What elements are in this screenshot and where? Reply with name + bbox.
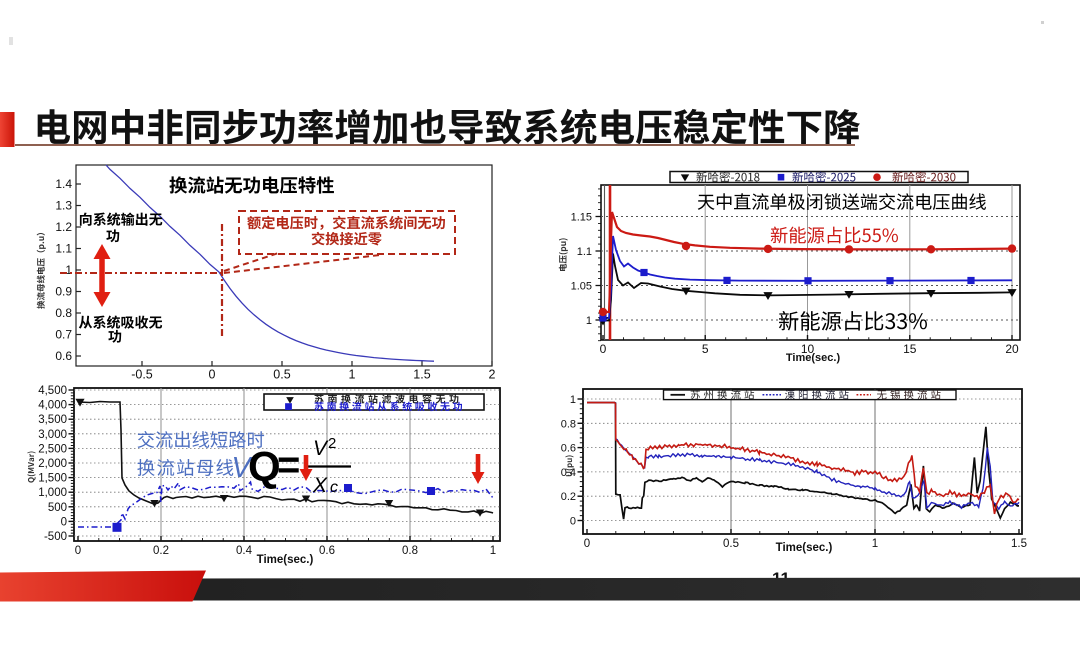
svg-text:1: 1: [586, 315, 592, 327]
svg-text:3,000: 3,000: [38, 429, 67, 441]
svg-text:10: 10: [801, 342, 815, 356]
svg-text:0.2: 0.2: [153, 545, 169, 557]
svg-text:-500: -500: [44, 531, 67, 543]
svg-text:0.6: 0.6: [55, 349, 72, 363]
svg-text:1.5: 1.5: [413, 368, 430, 382]
svg-text:0.8: 0.8: [561, 418, 576, 430]
svg-text:4,500: 4,500: [38, 385, 67, 397]
svg-text:500: 500: [48, 502, 67, 514]
svg-text:1: 1: [490, 545, 496, 557]
svg-text:1: 1: [349, 368, 356, 382]
svg-text:-0.5: -0.5: [131, 368, 153, 382]
svg-text:1.4: 1.4: [55, 177, 72, 191]
svg-text:V: V: [232, 452, 254, 484]
svg-text:0.6: 0.6: [319, 545, 335, 557]
svg-text:20: 20: [1005, 342, 1019, 356]
svg-text:X: X: [312, 474, 328, 497]
svg-text:2,500: 2,500: [38, 443, 67, 455]
svg-text:c: c: [330, 479, 338, 496]
svg-text:0.4: 0.4: [561, 467, 576, 479]
svg-text:2: 2: [328, 435, 336, 452]
svg-text:Q: Q: [248, 443, 281, 490]
svg-text:0.6: 0.6: [561, 443, 576, 455]
svg-text:0.5: 0.5: [723, 538, 739, 550]
svg-text:1.15: 1.15: [571, 212, 592, 224]
svg-text:0.8: 0.8: [55, 306, 72, 320]
svg-text:1,000: 1,000: [38, 487, 67, 499]
svg-text:0: 0: [570, 516, 576, 528]
svg-text:V: V: [313, 437, 329, 460]
svg-text:0: 0: [209, 368, 216, 382]
svg-text:1.1: 1.1: [577, 246, 592, 258]
svg-text:1.3: 1.3: [55, 199, 72, 213]
svg-text:4,000: 4,000: [38, 400, 67, 412]
svg-text:1,500: 1,500: [38, 473, 67, 485]
svg-text:1: 1: [570, 394, 576, 406]
svg-text:2,000: 2,000: [38, 458, 67, 470]
svg-text:15: 15: [903, 342, 917, 356]
svg-text:0.5: 0.5: [273, 368, 290, 382]
svg-text:1.05: 1.05: [571, 281, 592, 293]
svg-text:0: 0: [75, 545, 81, 557]
svg-text:1.2: 1.2: [55, 220, 72, 234]
svg-text:0.2: 0.2: [561, 491, 576, 503]
svg-text:1.5: 1.5: [1011, 538, 1027, 550]
svg-text:5: 5: [702, 342, 709, 356]
svg-text:1: 1: [65, 263, 72, 277]
svg-text:0.7: 0.7: [55, 328, 72, 342]
svg-text:0.9: 0.9: [55, 285, 72, 299]
svg-text:1.1: 1.1: [55, 242, 72, 256]
svg-text:Time(sec.): Time(sec.): [786, 352, 841, 364]
svg-text:0.4: 0.4: [236, 545, 253, 557]
svg-text:1: 1: [872, 538, 878, 550]
svg-text:=: =: [277, 443, 300, 487]
svg-text:0.8: 0.8: [402, 545, 418, 557]
svg-text:2: 2: [489, 368, 496, 382]
svg-text:0: 0: [600, 342, 607, 356]
svg-text:0: 0: [584, 538, 590, 550]
svg-text:3,500: 3,500: [38, 414, 67, 426]
svg-text:Time(sec.): Time(sec.): [776, 542, 833, 554]
svg-text:Time(sec.): Time(sec.): [257, 554, 314, 566]
svg-text:0: 0: [61, 516, 67, 528]
